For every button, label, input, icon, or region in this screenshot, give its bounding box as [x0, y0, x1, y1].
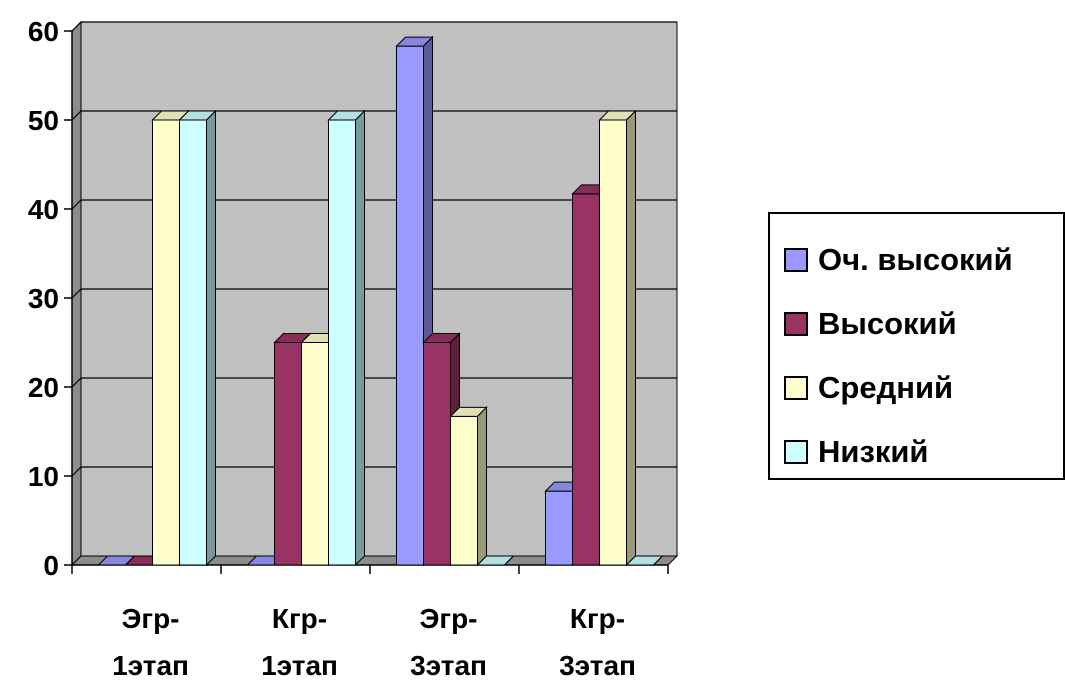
- x-tick-label: Кгр-: [272, 603, 327, 634]
- legend-label-very-high: Оч. высокий: [818, 242, 1013, 277]
- legend-swatch-very-high: [784, 248, 808, 272]
- legend-item-medium: Средний: [784, 356, 1063, 420]
- bar: [179, 119, 207, 566]
- bar: [545, 490, 573, 566]
- bar: [572, 193, 600, 566]
- bar-side: [355, 109, 365, 567]
- bar-side: [653, 555, 663, 566]
- bar-side: [626, 109, 636, 567]
- y-tick-label: 40: [28, 194, 59, 225]
- bar: [328, 119, 356, 566]
- gridline: [71, 377, 677, 388]
- bar: [423, 342, 451, 566]
- legend-swatch-medium: [784, 376, 808, 400]
- x-tick-label: Эгр-: [419, 603, 477, 634]
- gridline: [71, 288, 677, 299]
- bar: [450, 415, 478, 566]
- bar: [274, 342, 302, 566]
- legend-label-high: Высокий: [818, 306, 957, 341]
- gridline: [71, 199, 677, 210]
- x-tick-label: 3этап: [410, 650, 487, 681]
- gridline: [71, 110, 677, 121]
- x-tick-label: 1этап: [112, 650, 189, 681]
- legend-swatch-high: [784, 312, 808, 336]
- y-tick-label: 30: [28, 283, 59, 314]
- legend-item-very-high: Оч. высокий: [784, 228, 1063, 292]
- bar: [396, 45, 424, 566]
- x-tick-label: 3этап: [559, 650, 636, 681]
- y-tick-label: 20: [28, 372, 59, 403]
- x-tick-label: 1этап: [261, 650, 338, 681]
- y-tick-label: 50: [28, 105, 59, 136]
- bar-side: [504, 555, 514, 566]
- y-tick-label: 10: [28, 461, 59, 492]
- legend-item-low: Низкий: [784, 420, 1063, 484]
- x-tick-label: Кгр-: [570, 603, 625, 634]
- legend-item-high: Высокий: [784, 292, 1063, 356]
- bar: [301, 342, 329, 566]
- x-tick-label: Эгр-: [121, 603, 179, 634]
- bar: [152, 119, 180, 566]
- chart-legend: Оч. высокий Высокий Средний Низкий: [768, 212, 1065, 480]
- bar-side: [477, 406, 487, 567]
- legend-swatch-low: [784, 440, 808, 464]
- gridline: [71, 21, 677, 32]
- y-tick-label: 60: [28, 16, 59, 47]
- bar: [599, 119, 627, 566]
- y-tick-label: 0: [43, 550, 59, 581]
- bar-side: [206, 109, 216, 567]
- legend-label-low: Низкий: [818, 434, 929, 469]
- legend-label-medium: Средний: [818, 370, 954, 405]
